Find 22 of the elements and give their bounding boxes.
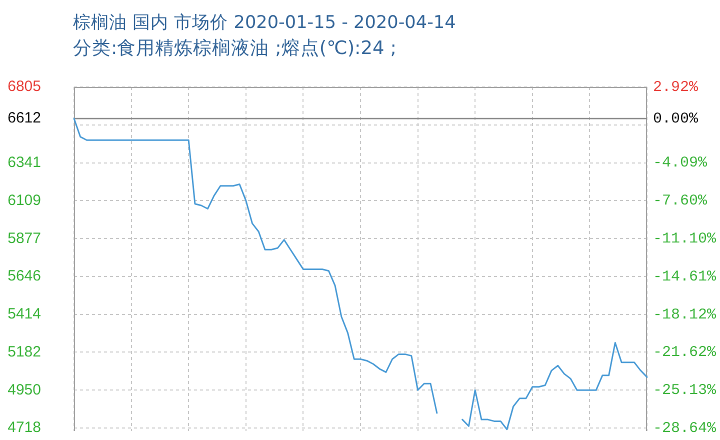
y2-tick-label: -7.60% xyxy=(653,192,708,210)
y-tick-label: 6612 xyxy=(8,110,41,127)
y-tick-label: 5182 xyxy=(8,343,41,360)
y2-tick-label: -11.10% xyxy=(653,230,718,248)
y2-tick-label: -25.13% xyxy=(653,382,718,400)
y-tick-label: 6109 xyxy=(8,192,41,209)
y2-tick-label: 2.92% xyxy=(653,78,700,96)
y-tick-label: 6805 xyxy=(8,78,41,96)
y-tick-label: 5877 xyxy=(8,230,41,247)
y2-tick-label: -4.09% xyxy=(653,154,708,172)
y2-tick-label: 0.00% xyxy=(653,110,700,128)
chart-title: 棕榈油 国内 市场价 2020-01-15 - 2020-04-14 xyxy=(73,13,456,34)
y-tick-label: 4718 xyxy=(8,419,41,436)
y-tick-label: 5646 xyxy=(8,268,41,285)
chart-subtitle: 分类:食用精炼棕榈液油 ;熔点(℃):24 ; xyxy=(73,38,396,60)
y2-tick-label: -14.61% xyxy=(653,268,718,286)
y-tick-label: 4950 xyxy=(8,381,41,398)
y-tick-label: 6341 xyxy=(8,154,41,171)
y2-tick-label: -21.62% xyxy=(653,344,718,362)
y2-tick-label: -18.12% xyxy=(653,306,718,324)
y2-tick-label: -28.64% xyxy=(653,420,718,437)
y-tick-label: 5414 xyxy=(8,305,41,322)
